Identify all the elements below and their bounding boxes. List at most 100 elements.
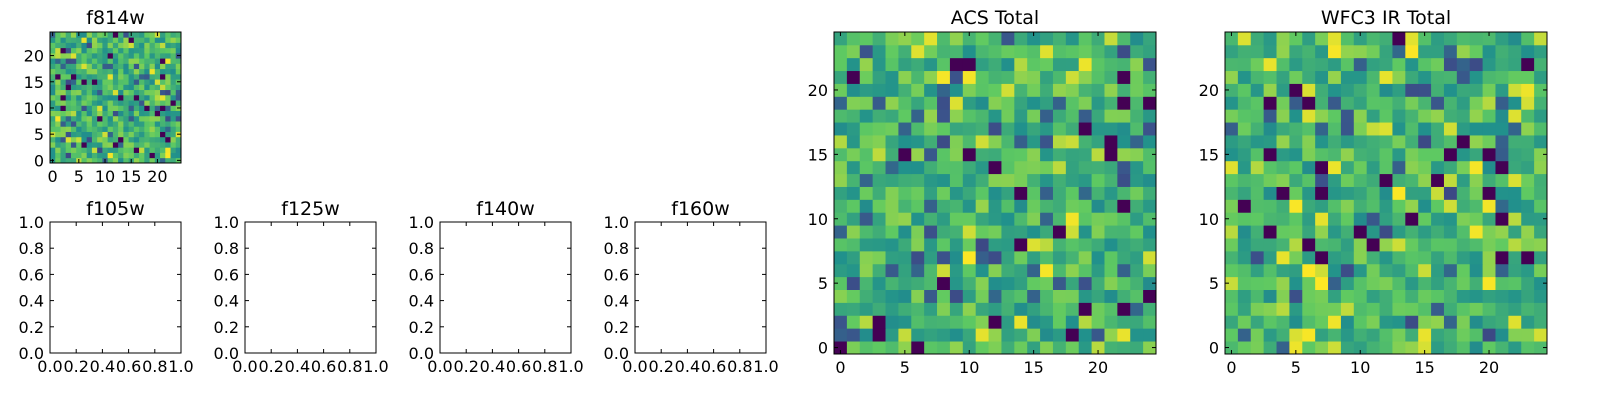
heatmap-cell: [1340, 276, 1355, 290]
heatmap-cell: [107, 94, 114, 101]
heatmap-cell: [898, 212, 912, 226]
heatmap-cell: [123, 79, 129, 85]
heatmap-cell: [1418, 212, 1432, 226]
heatmap-cell: [133, 147, 140, 153]
heatmap-cell: [128, 73, 135, 80]
heatmap-cell: [50, 115, 56, 122]
heatmap-cell: [834, 44, 848, 59]
heatmap-cell: [55, 136, 61, 143]
heatmap-cell: [872, 250, 886, 265]
heatmap-cell: [50, 136, 56, 143]
heatmap-cell: [91, 142, 98, 148]
heatmap-cell: [1315, 160, 1329, 175]
heatmap-cell: [1521, 238, 1535, 252]
heatmap-cell: [975, 315, 989, 329]
heatmap-cell: [160, 152, 166, 159]
heatmap-cell: [1443, 212, 1458, 226]
heatmap-cell: [1001, 186, 1015, 200]
heatmap-cell: [1353, 32, 1368, 46]
heatmap-cell: [949, 173, 964, 187]
heatmap-cell: [144, 52, 150, 59]
heatmap-cell: [949, 160, 964, 175]
heatmap-cell: [1237, 276, 1252, 290]
heatmap-cell: [1456, 32, 1471, 46]
heatmap-cell: [1431, 238, 1445, 252]
heatmap-cell: [60, 152, 67, 159]
heatmap-cell: [834, 238, 848, 252]
heatmap-cell: [1456, 186, 1471, 200]
heatmap-cell: [1040, 109, 1054, 123]
heatmap-cell: [898, 109, 912, 123]
heatmap-cell: [165, 157, 171, 164]
heatmap-cell: [112, 105, 119, 111]
heatmap-cell: [872, 57, 886, 72]
heatmap-cell: [118, 105, 124, 111]
heatmap-cell: [1508, 328, 1522, 342]
heatmap-cell: [60, 110, 67, 117]
heatmap-cell: [97, 73, 103, 80]
heatmap-cell: [885, 225, 899, 239]
heatmap-cell: [144, 73, 150, 80]
x-tick-label: 0.0: [37, 357, 62, 376]
heatmap-cell: [859, 32, 874, 46]
heatmap-cell: [1366, 341, 1380, 355]
heatmap-cell: [898, 44, 912, 59]
heatmap-cell: [1117, 96, 1131, 110]
heatmap-cell: [1315, 122, 1329, 136]
heatmap-cell: [123, 58, 129, 64]
heatmap-cell: [55, 63, 61, 70]
heatmap-cell: [81, 58, 88, 64]
heatmap-cell: [1469, 83, 1483, 97]
heatmap-cell: [139, 94, 145, 101]
heatmap-cell: [112, 100, 119, 106]
heatmap-cell: [1392, 302, 1406, 316]
heatmap-cell: [1302, 44, 1316, 59]
heatmap-cell: [1328, 212, 1342, 226]
heatmap-cell: [55, 89, 61, 96]
heatmap-cell: [962, 70, 977, 84]
heatmap-cell: [988, 160, 1002, 175]
heatmap-cell: [107, 89, 114, 96]
heatmap-cell: [97, 47, 103, 54]
heatmap-cell: [1014, 70, 1028, 84]
heatmap-cell: [1130, 212, 1144, 226]
heatmap-cell: [1225, 83, 1239, 97]
heatmap-cell: [144, 89, 150, 96]
heatmap-cell: [1534, 199, 1548, 213]
heatmap-cell: [55, 157, 61, 164]
heatmap-cell: [1418, 225, 1432, 239]
heatmap-cell: [1027, 238, 1041, 252]
heatmap-cell: [1078, 109, 1092, 123]
heatmap-cell: [91, 73, 98, 80]
heatmap-cell: [55, 152, 61, 159]
x-tick-label: 0.6: [506, 357, 531, 376]
heatmap-cell: [118, 32, 124, 38]
heatmap-cell: [1014, 199, 1028, 213]
heatmap-cell: [1104, 135, 1118, 149]
heatmap-cell: [1302, 341, 1316, 355]
heatmap-cell: [911, 57, 925, 72]
heatmap-cell: [1250, 96, 1265, 110]
heatmap-cell: [1469, 122, 1483, 136]
heatmap-cell: [1405, 109, 1419, 123]
heatmap-cell: [962, 238, 977, 252]
heatmap-cell: [1508, 109, 1522, 123]
heatmap-cell: [1263, 70, 1277, 84]
heatmap-cell: [1392, 276, 1406, 290]
heatmap-cell: [1052, 238, 1067, 252]
heatmap-cell: [81, 152, 88, 159]
heatmap-cell: [937, 328, 951, 342]
heatmap-cell: [911, 212, 925, 226]
heatmap-cell: [1469, 341, 1483, 355]
heatmap-cell: [1225, 109, 1239, 123]
heatmap-cell: [60, 89, 67, 96]
heatmap-cell: [1237, 70, 1252, 84]
heatmap-cell: [1418, 70, 1432, 84]
heatmap-cell: [112, 47, 119, 54]
heatmap-cell: [60, 79, 67, 85]
heatmap-cell: [1534, 70, 1548, 84]
heatmap-cell: [1014, 44, 1028, 59]
heatmap-cell: [165, 142, 171, 148]
